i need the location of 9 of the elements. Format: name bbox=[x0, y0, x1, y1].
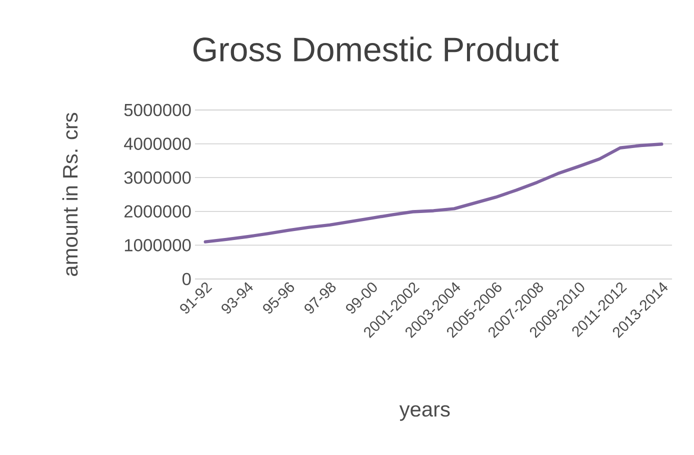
x-axis-title: years bbox=[399, 405, 450, 421]
chart-title: Gross Domestic Product bbox=[193, 36, 559, 62]
y-tick-label: 1000000 bbox=[124, 239, 191, 252]
y-tick-label: 5000000 bbox=[124, 104, 191, 116]
y-tick-label: 3000000 bbox=[124, 171, 191, 184]
y-axis-title: amount in Rs. crs bbox=[62, 112, 78, 276]
y-tick-label: 2000000 bbox=[124, 205, 191, 218]
line-series bbox=[204, 142, 664, 244]
y-tick-label: 4000000 bbox=[124, 138, 191, 150]
